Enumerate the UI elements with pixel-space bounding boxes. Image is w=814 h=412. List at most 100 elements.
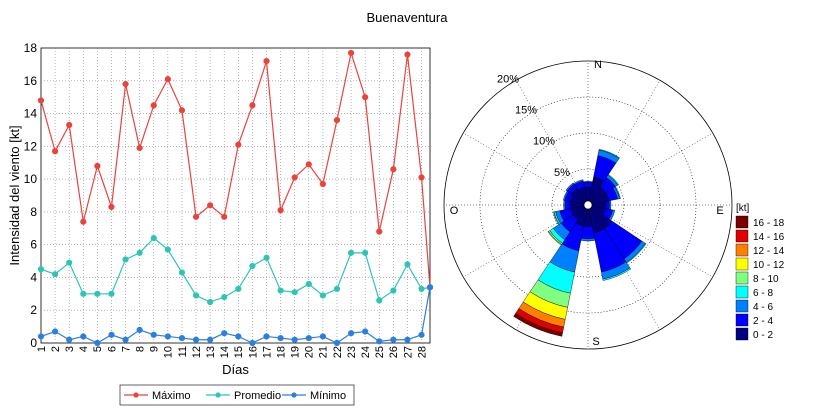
legend-label: Máximo [152,390,191,402]
legend-label: Promedio [234,390,281,402]
rose-sector-segment [598,148,620,159]
rose-sector-segment [565,182,575,192]
chart-title: Buenaventura [367,10,449,25]
data-point [277,207,284,214]
data-point [291,336,298,343]
rose-legend-swatch [735,313,749,327]
x-tick-label: 8 [135,346,147,352]
y-tick-label: 8 [30,205,37,219]
y-tick-label: 0 [30,336,37,350]
y-tick-label: 16 [24,74,38,88]
data-point [263,58,270,65]
legend-marker [215,392,221,398]
y-tick-label: 6 [30,238,37,252]
x-tick-label: 11 [177,346,189,357]
data-point [164,246,171,253]
x-axis-label: Días [222,362,249,377]
data-point [263,333,270,340]
data-point [376,338,383,345]
data-point [108,290,115,297]
data-point [80,218,87,225]
rose-sector-segment [553,211,560,225]
data-point [277,334,284,342]
x-tick-label: 17 [261,346,273,358]
rose-legend-label: 14 - 16 [753,232,785,243]
data-point [305,334,312,342]
x-tick-label: 21 [318,346,330,358]
plot-area [40,47,431,344]
rose-sector-segment [605,200,610,210]
data-point [291,174,298,181]
data-point [404,261,411,268]
rose-sector-segment [608,200,612,210]
x-tick-label: 28 [416,346,428,358]
data-point [249,262,256,270]
rose-legend-swatch [735,299,749,313]
rose-ring-label: 20% [497,73,519,85]
wind-rose: N E S O 5% 10% 15% 20% [kt]16 - 18 14 - 16 12 - 14… [443,59,785,350]
x-tick-label: 19 [290,346,302,358]
rose-ring-label: 10% [533,136,555,148]
data-point [221,213,228,220]
rose-sector-segment [547,231,562,246]
data-point [333,285,341,293]
data-point [192,336,200,343]
x-tick-label: 10 [163,346,175,358]
direction-east-label: E [716,205,723,217]
data-point [51,148,59,155]
data-point [221,330,228,337]
data-point [164,333,171,340]
y-tick-label: 18 [24,41,38,55]
data-point [37,333,45,340]
data-point [376,297,383,304]
data-point [362,249,369,256]
rose-sector-segment [513,313,563,337]
data-point [390,287,397,294]
rose-sector-segment [602,267,632,281]
data-point [94,162,101,170]
data-point [235,285,242,293]
legend-marker [291,392,297,398]
x-tick-label: 25 [374,346,386,358]
data-point [249,339,256,347]
rose-legend-swatch [735,257,749,271]
rose-sector-segment [564,200,571,210]
data-point [235,141,242,148]
data-point [178,107,186,114]
x-tick-label: 24 [360,346,372,358]
data-point [94,290,101,297]
data-point [404,51,411,58]
x-tick-label: 2 [50,346,62,352]
legend-box [119,384,355,406]
data-point [66,336,73,343]
rose-legend-swatch [735,327,749,341]
data-point [94,339,101,347]
data-point [164,76,171,83]
rose-center [583,200,593,210]
data-point [108,203,115,211]
data-point [66,121,73,129]
y-tick-label: 14 [24,107,38,121]
x-tick-label: 3 [64,346,76,352]
data-point [192,292,200,299]
data-point [390,166,397,173]
data-point [207,336,214,343]
x-tick-label: 7 [120,346,132,352]
data-point [207,202,214,209]
rose-ring-label: 15% [515,104,537,116]
data-point [277,287,284,294]
x-tick-label: 13 [205,346,217,358]
rose-legend-swatch [735,215,749,229]
data-point [347,49,355,57]
x-tick-label: 14 [219,346,231,358]
rose-sector-segment [583,181,593,188]
data-point [319,292,326,299]
x-tick-label: 1 [36,346,48,352]
legend-marker [133,392,139,398]
y-axis-label: Intensidad del viento [kt] [7,125,22,265]
data-point [333,339,341,347]
data-point [418,285,425,293]
rose-legend-swatch [735,285,749,299]
data-point [376,228,383,235]
